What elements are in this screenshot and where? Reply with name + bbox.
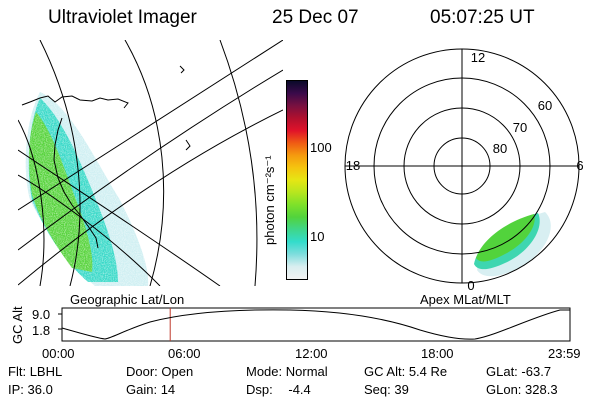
ip-info: IP: 36.0 bbox=[8, 382, 53, 397]
altitude-tick-high: 9.0 bbox=[32, 307, 51, 322]
lat-label-80: 80 bbox=[493, 141, 507, 156]
colorbar-tick-10: 10 bbox=[310, 229, 325, 244]
time-tick-2: 12:00 bbox=[295, 346, 328, 361]
glon-info: GLon: 328.3 bbox=[486, 382, 558, 397]
time-tick-4: 23:59 bbox=[548, 346, 581, 361]
flt-info: Flt: LBHL bbox=[8, 364, 63, 379]
colorbar bbox=[286, 80, 308, 280]
door-info: Door: Open bbox=[126, 364, 194, 379]
time-tick-3: 18:00 bbox=[421, 346, 454, 361]
altitude-curve bbox=[61, 309, 570, 340]
mlt-label-6: 6 bbox=[576, 158, 583, 173]
lat-label-70: 70 bbox=[513, 120, 527, 135]
altitude-tick-low: 1.8 bbox=[32, 323, 51, 338]
mlt-label-18: 18 bbox=[346, 158, 360, 173]
seq-info: Seq: 39 bbox=[364, 382, 409, 397]
lat-label-60: 60 bbox=[538, 98, 552, 113]
time-label: 05:07:25 UT bbox=[430, 7, 535, 28]
time-tick-0: 00:00 bbox=[42, 346, 75, 361]
time-tick-1: 06:00 bbox=[168, 346, 201, 361]
dsp-info: Dsp: -4.4 bbox=[246, 382, 311, 397]
instrument-title: Ultraviolet Imager bbox=[48, 7, 197, 28]
gain-info: Gain: 14 bbox=[126, 382, 176, 397]
mode-info: Mode: Normal bbox=[246, 364, 328, 379]
mlt-label-0: 0 bbox=[467, 278, 474, 293]
geographic-panel-label: Geographic Lat/Lon bbox=[70, 292, 185, 307]
glat-info: GLat: -63.7 bbox=[486, 364, 552, 379]
mlt-label-12: 12 bbox=[471, 50, 485, 65]
colorbar-tick-100: 100 bbox=[310, 140, 332, 155]
date-label: 25 Dec 07 bbox=[272, 7, 359, 28]
gcalt-info: GC Alt: 5.4 Re bbox=[364, 364, 448, 379]
polar-panel-label: Apex MLat/MLT bbox=[420, 292, 511, 307]
